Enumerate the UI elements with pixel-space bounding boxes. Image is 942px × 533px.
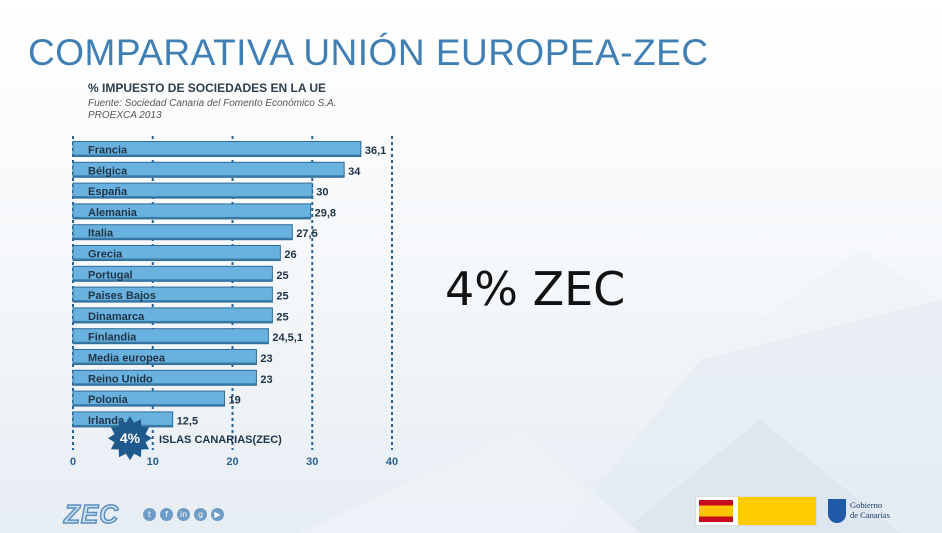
category-label: Media europea [88, 353, 166, 365]
bar-shadow [73, 175, 345, 178]
bar-shadow [73, 258, 281, 261]
value-label: 34 [348, 166, 361, 178]
bar-shadow [73, 383, 257, 386]
chart-title: % IMPUESTO DE SOCIEDADES EN LA UE [88, 81, 327, 95]
category-label: Irlanda [88, 415, 125, 427]
bar-shadow [73, 154, 361, 157]
spain-flag-icon [699, 500, 733, 522]
canarias-shield-icon [828, 499, 846, 523]
chart-source: Fuente: Sociedad Canaria del Fomento Eco… [88, 98, 336, 122]
category-label: Portugal [88, 269, 133, 281]
bar-shadow [73, 404, 225, 407]
value-label: 26 [284, 249, 296, 261]
x-tick-label: 0 [70, 456, 76, 468]
social-links: t f in g ▶ [143, 508, 224, 521]
bar-shadow [73, 279, 273, 282]
category-label: ISLAS CANARIAS(ZEC) [159, 434, 282, 446]
source-line-2: PROEXCA 2013 [88, 110, 162, 121]
zec-value-label: 4% [120, 430, 141, 446]
bar-shadow [73, 300, 273, 303]
bar-shadow [73, 341, 269, 344]
page-title: COMPARATIVA UNIÓN EUROPEA-ZEC [28, 32, 709, 73]
value-label: 29,8 [315, 207, 336, 219]
value-label: 30 [316, 187, 328, 199]
value-label: 19 [229, 395, 241, 407]
bar-shadow [73, 237, 293, 240]
value-label: 23 [260, 374, 272, 386]
category-label: Francia [88, 145, 128, 157]
x-tick-label: 40 [386, 456, 398, 468]
x-tick-label: 30 [306, 456, 318, 468]
googleplus-icon[interactable]: g [194, 508, 207, 521]
youtube-icon[interactable]: ▶ [211, 508, 224, 521]
value-label: 25 [276, 311, 288, 323]
canarias-logo-line-1: Gobierno [850, 500, 883, 510]
category-label: Finlandia [88, 332, 137, 344]
category-label: Alemania [88, 207, 138, 219]
zec-starburst-badge [108, 416, 152, 461]
value-label: 25 [276, 291, 288, 303]
category-label: Dinamarca [88, 311, 145, 323]
value-label: 12,5 [177, 415, 198, 427]
facebook-icon[interactable]: f [160, 508, 173, 521]
bar-shadow [73, 362, 257, 365]
category-label: Bélgica [88, 165, 128, 177]
gobierno-espana-logo [695, 496, 817, 526]
source-line-1: Fuente: Sociedad Canaria del Fomento Eco… [88, 98, 337, 109]
value-label: 27,5 [296, 228, 317, 240]
bar-shadow [73, 216, 311, 219]
canarias-logo-line-2: de Canarias [850, 510, 890, 520]
category-label: Italia [88, 228, 114, 240]
zec-logo[interactable]: ZEC [63, 498, 119, 530]
category-label: Reino Unido [88, 373, 153, 385]
category-label: Grecia [88, 249, 123, 261]
category-label: Paises Bajos [88, 290, 156, 302]
bar-shadow [73, 196, 313, 199]
bar-shadow [73, 320, 273, 323]
category-label: España [88, 186, 128, 198]
zec-highlight: 4% ZEC [445, 262, 626, 316]
gobierno-canarias-logo: Gobierno de Canarias [828, 497, 898, 527]
value-label: 25 [276, 270, 288, 282]
x-tick-label: 20 [226, 456, 238, 468]
value-label: 24,5,1 [272, 332, 303, 344]
x-tick-label: 10 [147, 456, 159, 468]
twitter-icon[interactable]: t [143, 508, 156, 521]
ministry-band [738, 497, 816, 525]
linkedin-icon[interactable]: in [177, 508, 190, 521]
value-label: 23 [260, 353, 272, 365]
category-label: Polonia [88, 394, 129, 406]
value-label: 36,1 [365, 145, 386, 157]
